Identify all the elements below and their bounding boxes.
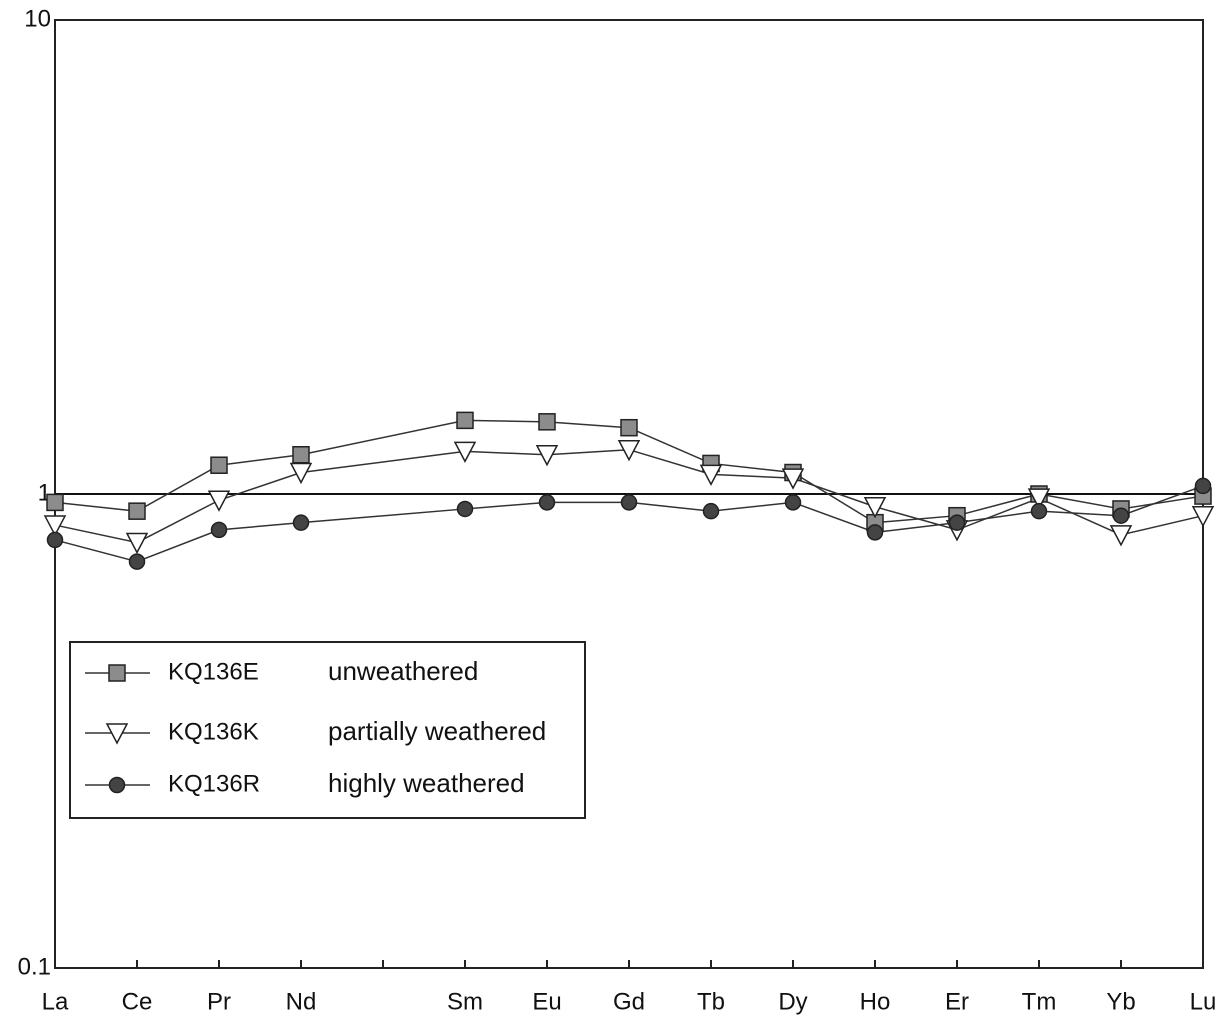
legend-description: highly weathered: [328, 768, 525, 798]
marker: [289, 462, 313, 485]
marker: [456, 411, 474, 430]
y-tick-label: 0.1: [18, 953, 51, 980]
marker: [46, 531, 64, 549]
y-tick-label: 10: [24, 5, 51, 32]
legend-name: KQ136E: [168, 658, 259, 685]
marker: [1191, 505, 1215, 528]
marker: [863, 496, 887, 519]
marker: [1112, 507, 1130, 524]
marker: [43, 515, 67, 537]
marker: [1194, 477, 1212, 495]
x-tick-label: Lu: [1190, 988, 1217, 1015]
marker: [617, 439, 641, 462]
legend-name: KQ136R: [168, 770, 260, 797]
marker: [866, 524, 884, 541]
marker: [128, 553, 146, 570]
legend-name: KQ136K: [168, 718, 259, 745]
x-tick-label: Nd: [286, 988, 317, 1015]
marker: [207, 490, 231, 512]
marker: [105, 723, 129, 745]
marker: [702, 502, 720, 520]
marker: [210, 456, 228, 474]
marker: [108, 664, 126, 682]
marker: [535, 445, 559, 467]
x-tick-label: Ce: [122, 988, 153, 1015]
x-tick-label: Tb: [697, 988, 725, 1015]
series-line: [54, 485, 1204, 563]
marker: [784, 494, 802, 511]
marker: [699, 464, 723, 486]
marker: [456, 500, 474, 518]
x-tick-label: Sm: [447, 988, 483, 1015]
series-line: [54, 448, 1204, 544]
series-line: [54, 419, 1204, 524]
marker: [46, 493, 64, 512]
marker: [108, 776, 126, 794]
marker: [948, 514, 966, 531]
legend-description: unweathered: [328, 656, 478, 686]
marker: [1109, 525, 1133, 547]
x-tick-label: Tm: [1022, 988, 1057, 1015]
marker: [292, 514, 310, 531]
legend-description: partially weathered: [328, 716, 546, 746]
marker: [781, 468, 805, 490]
legend-box: [69, 641, 586, 819]
marker: [125, 532, 149, 555]
marker: [128, 502, 146, 520]
x-tick-label: Yb: [1106, 988, 1135, 1015]
x-tick-label: Dy: [778, 988, 807, 1015]
marker: [538, 413, 556, 431]
marker: [210, 521, 228, 539]
marker: [453, 441, 477, 463]
x-tick-label: La: [42, 988, 69, 1015]
marker: [1027, 488, 1051, 510]
marker: [1030, 502, 1048, 520]
x-tick-label: Ho: [860, 988, 891, 1015]
x-tick-label: Pr: [207, 988, 231, 1015]
x-tick-label: Gd: [613, 988, 645, 1015]
marker: [620, 494, 638, 511]
x-tick-label: Eu: [532, 988, 561, 1015]
marker: [292, 446, 310, 464]
x-tick-label: Er: [945, 988, 969, 1015]
marker: [620, 418, 638, 437]
marker: [538, 494, 556, 511]
